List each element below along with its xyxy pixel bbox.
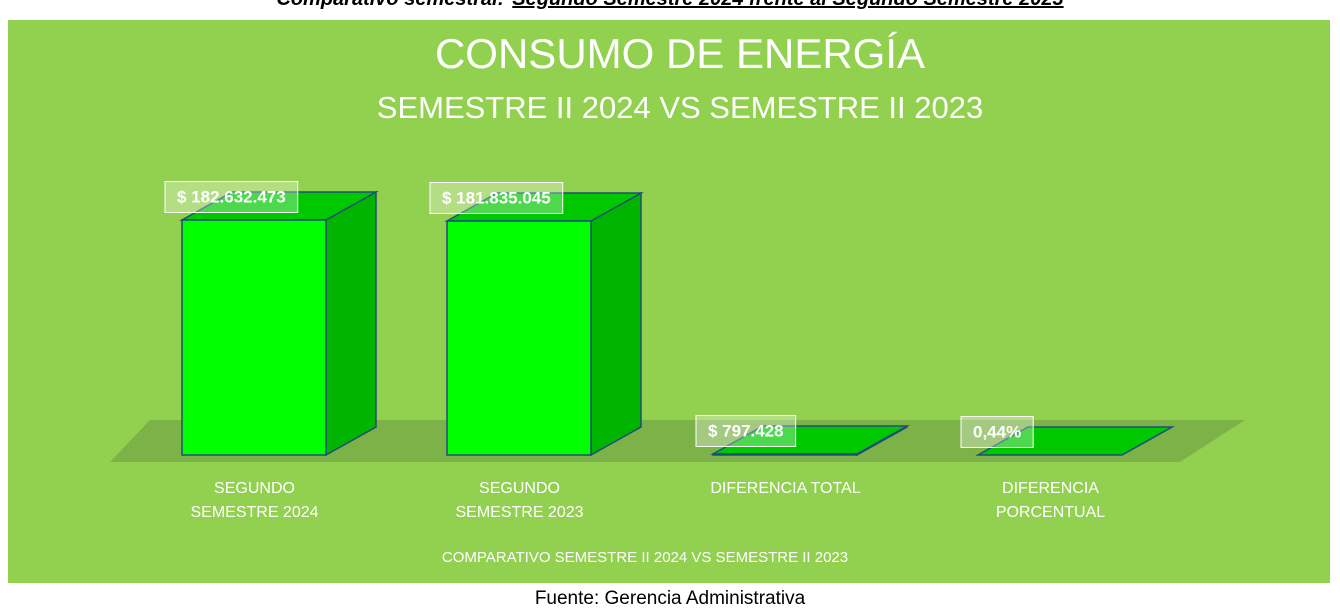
data-label-box xyxy=(695,414,797,447)
x-tick-label: SEGUNDO SEMESTRE 2023 xyxy=(455,480,584,521)
heading-text: Segundo Semestre 2024 frente al Segundo … xyxy=(512,0,1063,10)
chart-subtitle: SEMESTRE II 2024 VS SEMESTRE II 2023 xyxy=(377,90,983,125)
data-label: $ 797.428 xyxy=(708,421,784,440)
x-tick-label: DIFERENCIA TOTAL xyxy=(710,480,861,497)
data-label: $ 181.835.045 xyxy=(442,189,551,208)
bar xyxy=(181,219,327,456)
bar xyxy=(712,453,858,456)
x-tick-label: DIFERENCIA PORCENTUAL xyxy=(995,480,1106,521)
data-label: $ 182.632.473 xyxy=(177,187,286,206)
bar-side xyxy=(325,190,377,457)
heading-label: Comparativo semestral: xyxy=(276,0,504,10)
bar xyxy=(446,220,592,456)
data-label-box xyxy=(164,180,299,213)
data-label-box xyxy=(960,415,1034,448)
bar-top xyxy=(975,426,1175,456)
x-axis-label: COMPARATIVO SEMESTRE II 2024 VS SEMESTRE… xyxy=(442,549,848,566)
data-label: 0,44% xyxy=(973,422,1021,441)
chart-title: CONSUMO DE ENERGÍA xyxy=(435,30,925,77)
source: Fuente: Gerencia Administrativa xyxy=(535,588,806,609)
heading: Comparativo semestral: Segundo Semestre 2… xyxy=(276,0,1063,10)
bar-side xyxy=(590,191,642,457)
data-label-box xyxy=(429,182,564,215)
x-tick-label: SEGUNDO SEMESTRE 2024 xyxy=(190,480,319,521)
